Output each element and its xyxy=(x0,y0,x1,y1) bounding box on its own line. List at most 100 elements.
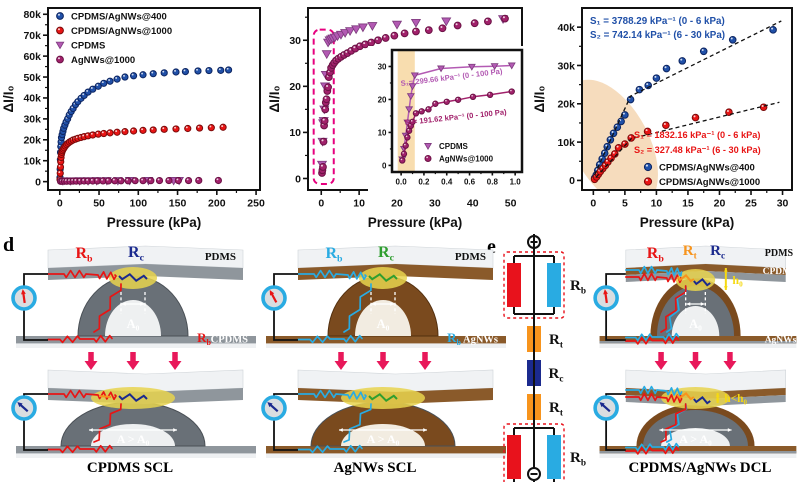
svg-text:0: 0 xyxy=(295,173,301,185)
svg-text:50: 50 xyxy=(93,198,105,210)
contact-highlight xyxy=(661,387,730,409)
a0-label: A₀ xyxy=(689,317,702,331)
a-gt-a0-label: A > A₀ xyxy=(117,432,150,446)
svg-text:20k: 20k xyxy=(23,135,41,147)
agnws-label: AgNWs xyxy=(765,336,797,346)
rc-label: Rc xyxy=(128,244,145,264)
caption-agnws-scl: AgNWs SCL xyxy=(333,460,417,476)
svg-text:10: 10 xyxy=(289,127,301,139)
chart-a: 0 50 100 150 200 250 0 10k 20k 30k 40k 50k 60k 70k 80k… xyxy=(0,0,268,233)
svg-text:40: 40 xyxy=(467,198,479,210)
base-film xyxy=(599,336,797,344)
plot-area xyxy=(582,20,782,190)
annotation: S₁ = 3788.29 kPa⁻¹ (0 - 6 kPa) xyxy=(590,16,725,27)
rb-bottom-label: Rb xyxy=(197,330,211,347)
svg-text:20: 20 xyxy=(378,95,387,104)
svg-text:0.2: 0.2 xyxy=(418,178,430,187)
svg-text:0: 0 xyxy=(57,198,63,210)
highlight-ellipse xyxy=(582,79,658,190)
svg-text:10k: 10k xyxy=(23,155,41,167)
panel-letter-e: e xyxy=(487,236,496,258)
body-label: CPDMS xyxy=(211,335,248,346)
rb-bottom-label: Rb xyxy=(447,330,461,347)
r-circuit-label: Rc xyxy=(549,366,564,384)
svg-text:0: 0 xyxy=(569,175,575,187)
rb-circuit-label: Rb xyxy=(570,450,586,468)
svg-text:1.0: 1.0 xyxy=(510,178,522,187)
resistor xyxy=(507,263,521,307)
series-agnws@1000 xyxy=(318,14,509,177)
contact-resistor xyxy=(118,393,148,402)
series-agnws@1000 xyxy=(56,176,222,185)
caption-dcl: CPDMS/AgNWs DCL xyxy=(628,460,772,476)
x-axis-label: Pressure (kPa) xyxy=(640,215,735,230)
a-gt-a0-label: A > A₀ xyxy=(679,432,712,446)
svg-text:20: 20 xyxy=(391,198,403,210)
resistor xyxy=(507,435,521,479)
contact-resistor-t xyxy=(676,274,695,283)
diagram-agnws-scl-pressed: A > A₀ xyxy=(261,352,506,458)
diagram-dcl-rest: A₀ Rb Rt Rc PDMS CPDMS AgNWs h₀ xyxy=(593,243,797,348)
svg-text:30: 30 xyxy=(777,198,789,210)
highlight-shape xyxy=(397,50,415,172)
rc-label: Rc xyxy=(710,243,725,261)
contact-resistor xyxy=(118,273,148,282)
cpdms-label: CPDMS xyxy=(763,267,797,277)
plot-area xyxy=(56,66,233,186)
a-gt-a0-label: A > A₀ xyxy=(367,432,400,446)
base-film xyxy=(266,336,506,344)
svg-text:0: 0 xyxy=(590,198,596,210)
plot-area xyxy=(312,14,509,186)
svg-text:0: 0 xyxy=(382,161,387,170)
svg-text:0: 0 xyxy=(318,198,324,210)
series-agnws@1000 xyxy=(399,88,515,164)
legend-label: CPDMS/AgNWs@1000 xyxy=(71,26,172,37)
svg-text:40k: 40k xyxy=(23,93,41,105)
diagram-cpdms-scl-pressed: A > A₀ xyxy=(11,352,256,458)
svg-text:40k: 40k xyxy=(557,22,575,34)
a0-label: A₀ xyxy=(127,317,140,331)
body-label: AgNWs xyxy=(463,335,498,346)
contact-resistor xyxy=(368,393,398,402)
base-film xyxy=(16,336,256,344)
y-axis-label: ΔI/I₀ xyxy=(267,85,282,112)
pdms-label: PDMS xyxy=(455,251,486,263)
legend-label: CPDMS/AgNWs@1000 xyxy=(659,177,760,188)
base-film xyxy=(16,446,256,454)
legend-label: CPDMS xyxy=(71,41,105,52)
svg-text:25: 25 xyxy=(745,198,757,210)
r-circuit-label: Rt xyxy=(549,332,564,350)
x-axis-label: Pressure (kPa) xyxy=(107,215,202,230)
annotation: S₂ = 742.14 kPa⁻¹ (6 - 30 kPa) xyxy=(590,30,725,41)
svg-text:0.8: 0.8 xyxy=(487,178,499,187)
svg-text:20: 20 xyxy=(289,81,301,93)
svg-text:10: 10 xyxy=(651,198,663,210)
y-axis-label: ΔI/I₀ xyxy=(532,85,547,112)
svg-text:5: 5 xyxy=(622,198,628,210)
rb-label: Rb xyxy=(75,245,93,265)
base-film xyxy=(599,446,797,454)
rt-label: Rt xyxy=(683,243,698,261)
pdms-label: PDMS xyxy=(205,251,236,263)
highlight-shape xyxy=(312,28,335,186)
legend-label: CPDMS/AgNWs@400 xyxy=(659,163,755,174)
equivalent-circuit: Rb Rt Rc Rt Rb xyxy=(503,234,586,482)
legend-label: CPDMS/AgNWs@400 xyxy=(71,12,167,23)
x-axis-label: Pressure (kPa) xyxy=(368,215,463,230)
chart-c: 0 5 10 15 20 25 30 0 10k 20k 30k 40k Pressure (kPa) Δ… xyxy=(530,0,800,233)
svg-text:30: 30 xyxy=(289,35,301,47)
panel-letter-d: d xyxy=(3,234,15,256)
svg-text:150: 150 xyxy=(169,198,187,210)
contact-resistor xyxy=(368,273,398,282)
svg-text:0.4: 0.4 xyxy=(441,178,453,187)
pdms-label: PDMS xyxy=(765,248,794,259)
axes-frame xyxy=(390,48,524,174)
diagram-dcl-pressed: A > A₀ h<h₀ xyxy=(593,352,797,458)
svg-text:10: 10 xyxy=(378,128,387,137)
contact-resistor-t xyxy=(676,392,695,401)
rb-label: Rb xyxy=(325,245,343,265)
